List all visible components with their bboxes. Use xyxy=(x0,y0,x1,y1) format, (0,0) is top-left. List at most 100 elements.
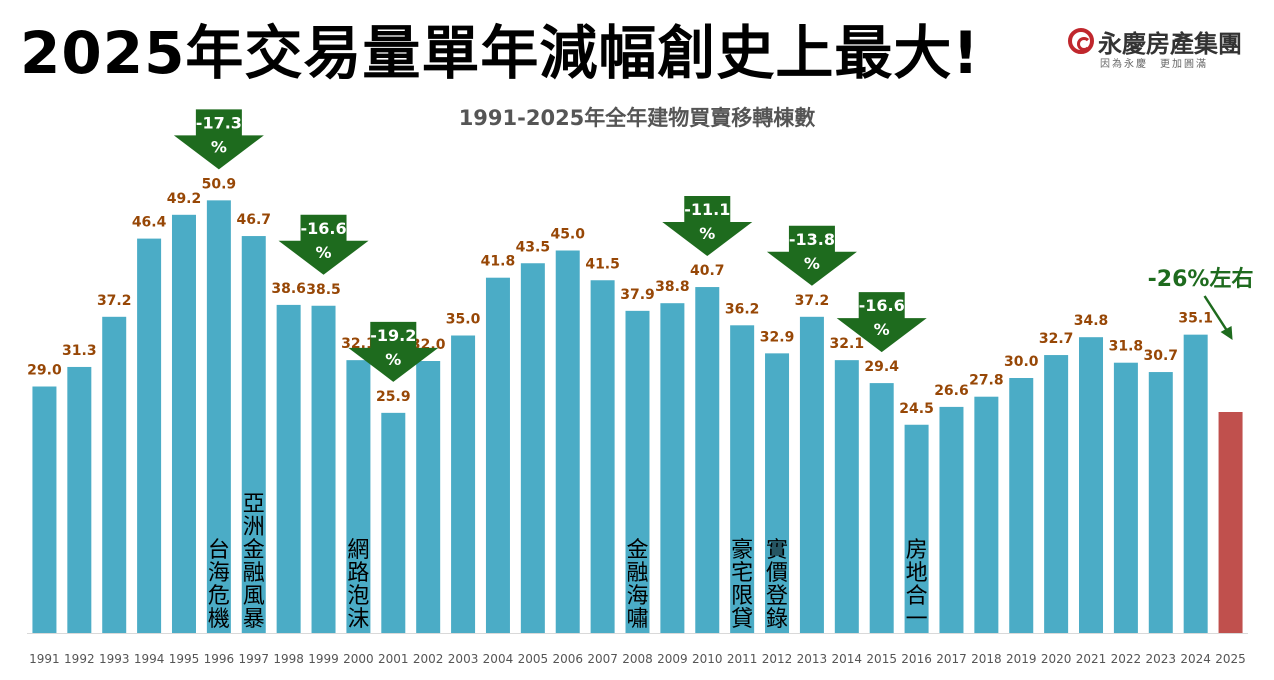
bar-2002 xyxy=(416,361,441,633)
x-tick-1998: 1998 xyxy=(273,652,304,666)
bar-1994 xyxy=(137,238,162,633)
value-label-2024: 35.1 xyxy=(1178,311,1213,327)
svg-text:嘯: 嘯 xyxy=(626,607,648,632)
svg-text:宅: 宅 xyxy=(731,561,753,586)
value-label-2010: 40.7 xyxy=(690,263,725,279)
bar-2022 xyxy=(1113,362,1138,633)
svg-text:豪: 豪 xyxy=(731,538,753,563)
svg-text:-16.6: -16.6 xyxy=(300,219,346,238)
value-label-2014: 32.1 xyxy=(830,336,865,352)
annotation-label: -26%左右 xyxy=(1148,266,1254,292)
svg-text:-17.3: -17.3 xyxy=(196,113,242,132)
svg-text:風: 風 xyxy=(243,584,265,609)
svg-text:海: 海 xyxy=(208,561,230,586)
value-label-2008: 37.9 xyxy=(620,287,655,303)
x-tick-2020: 2020 xyxy=(1041,652,1072,666)
x-tick-2008: 2008 xyxy=(622,652,653,666)
value-label-2015: 29.4 xyxy=(864,359,899,375)
svg-text:%: % xyxy=(804,254,820,273)
bar-1996 xyxy=(206,200,231,633)
svg-text:錄: 錄 xyxy=(766,607,788,632)
logo-icon xyxy=(1068,28,1094,54)
page-title: 2025年交易量單年減幅創史上最大! xyxy=(20,19,980,87)
svg-text:貸: 貸 xyxy=(731,607,753,632)
value-label-2019: 30.0 xyxy=(1004,354,1039,370)
bar-2008 xyxy=(625,310,650,633)
x-tick-1995: 1995 xyxy=(169,652,200,666)
value-label-2022: 31.8 xyxy=(1109,339,1144,355)
value-label-2018: 27.8 xyxy=(969,373,1004,389)
bar-2020 xyxy=(1044,355,1069,633)
bar-2019 xyxy=(1009,378,1034,633)
x-tick-2010: 2010 xyxy=(692,652,723,666)
svg-text:房: 房 xyxy=(906,538,928,563)
decline-arrow-2015: -16.6% xyxy=(836,292,927,353)
decline-arrow-1996: -17.3% xyxy=(173,109,264,170)
x-tick-2000: 2000 xyxy=(343,652,374,666)
bar-2021 xyxy=(1079,337,1104,633)
x-tick-2009: 2009 xyxy=(657,652,688,666)
svg-text:海: 海 xyxy=(626,584,648,609)
bar-2024 xyxy=(1183,334,1208,633)
value-label-2013: 37.2 xyxy=(795,293,830,309)
value-label-2004: 41.8 xyxy=(481,254,516,270)
bar-2006 xyxy=(555,250,580,633)
x-tick-2004: 2004 xyxy=(483,652,514,666)
bar-1999 xyxy=(311,305,336,633)
x-tick-1996: 1996 xyxy=(204,652,235,666)
value-label-1996: 50.9 xyxy=(202,176,237,192)
svg-text:地: 地 xyxy=(906,561,928,586)
value-label-2021: 34.8 xyxy=(1074,313,1109,329)
value-label-2016: 24.5 xyxy=(899,401,934,417)
bar-2001 xyxy=(381,412,406,633)
x-tick-1999: 1999 xyxy=(308,652,339,666)
x-tick-2007: 2007 xyxy=(587,652,618,666)
svg-text:沫: 沫 xyxy=(347,607,369,632)
x-tick-2021: 2021 xyxy=(1076,652,1107,666)
bar-2015 xyxy=(869,383,894,633)
bar-2009 xyxy=(660,303,685,633)
bar-1997 xyxy=(241,236,266,634)
svg-text:泡: 泡 xyxy=(347,584,369,609)
svg-text:%: % xyxy=(316,243,332,262)
x-tick-2017: 2017 xyxy=(936,652,967,666)
bar-2012 xyxy=(765,353,790,633)
x-tick-2025: 2025 xyxy=(1215,652,1246,666)
value-label-1999: 38.5 xyxy=(306,282,341,298)
value-label-1991: 29.0 xyxy=(27,363,62,379)
annotation-layer: -26%左右 xyxy=(1148,266,1254,340)
value-label-1994: 46.4 xyxy=(132,215,167,231)
bar-2023 xyxy=(1148,372,1173,633)
value-label-1997: 46.7 xyxy=(236,212,271,228)
x-tick-1991: 1991 xyxy=(29,652,60,666)
x-tick-2015: 2015 xyxy=(866,652,897,666)
value-label-2011: 36.2 xyxy=(725,301,760,317)
x-tick-2012: 2012 xyxy=(762,652,793,666)
svg-text:一: 一 xyxy=(906,607,928,632)
logo-slogan: 因為永慶 更加圓滿 xyxy=(1100,59,1208,70)
value-label-2003: 35.0 xyxy=(446,312,481,328)
svg-text:價: 價 xyxy=(766,561,788,586)
decline-arrow-1999: -16.6% xyxy=(278,214,369,275)
value-label-2020: 32.7 xyxy=(1039,331,1074,347)
x-tick-2013: 2013 xyxy=(797,652,828,666)
x-tick-2005: 2005 xyxy=(518,652,549,666)
x-tick-2018: 2018 xyxy=(971,652,1002,666)
x-tick-1994: 1994 xyxy=(134,652,165,666)
chart-title: 1991-2025年全年建物買賣移轉棟數 xyxy=(458,106,816,130)
value-label-1993: 37.2 xyxy=(97,293,132,309)
svg-text:機: 機 xyxy=(208,607,230,632)
bar-2025 xyxy=(1218,412,1243,633)
bar-2000 xyxy=(346,360,371,633)
svg-text:融: 融 xyxy=(243,561,265,586)
svg-text:-19.2: -19.2 xyxy=(370,326,416,345)
